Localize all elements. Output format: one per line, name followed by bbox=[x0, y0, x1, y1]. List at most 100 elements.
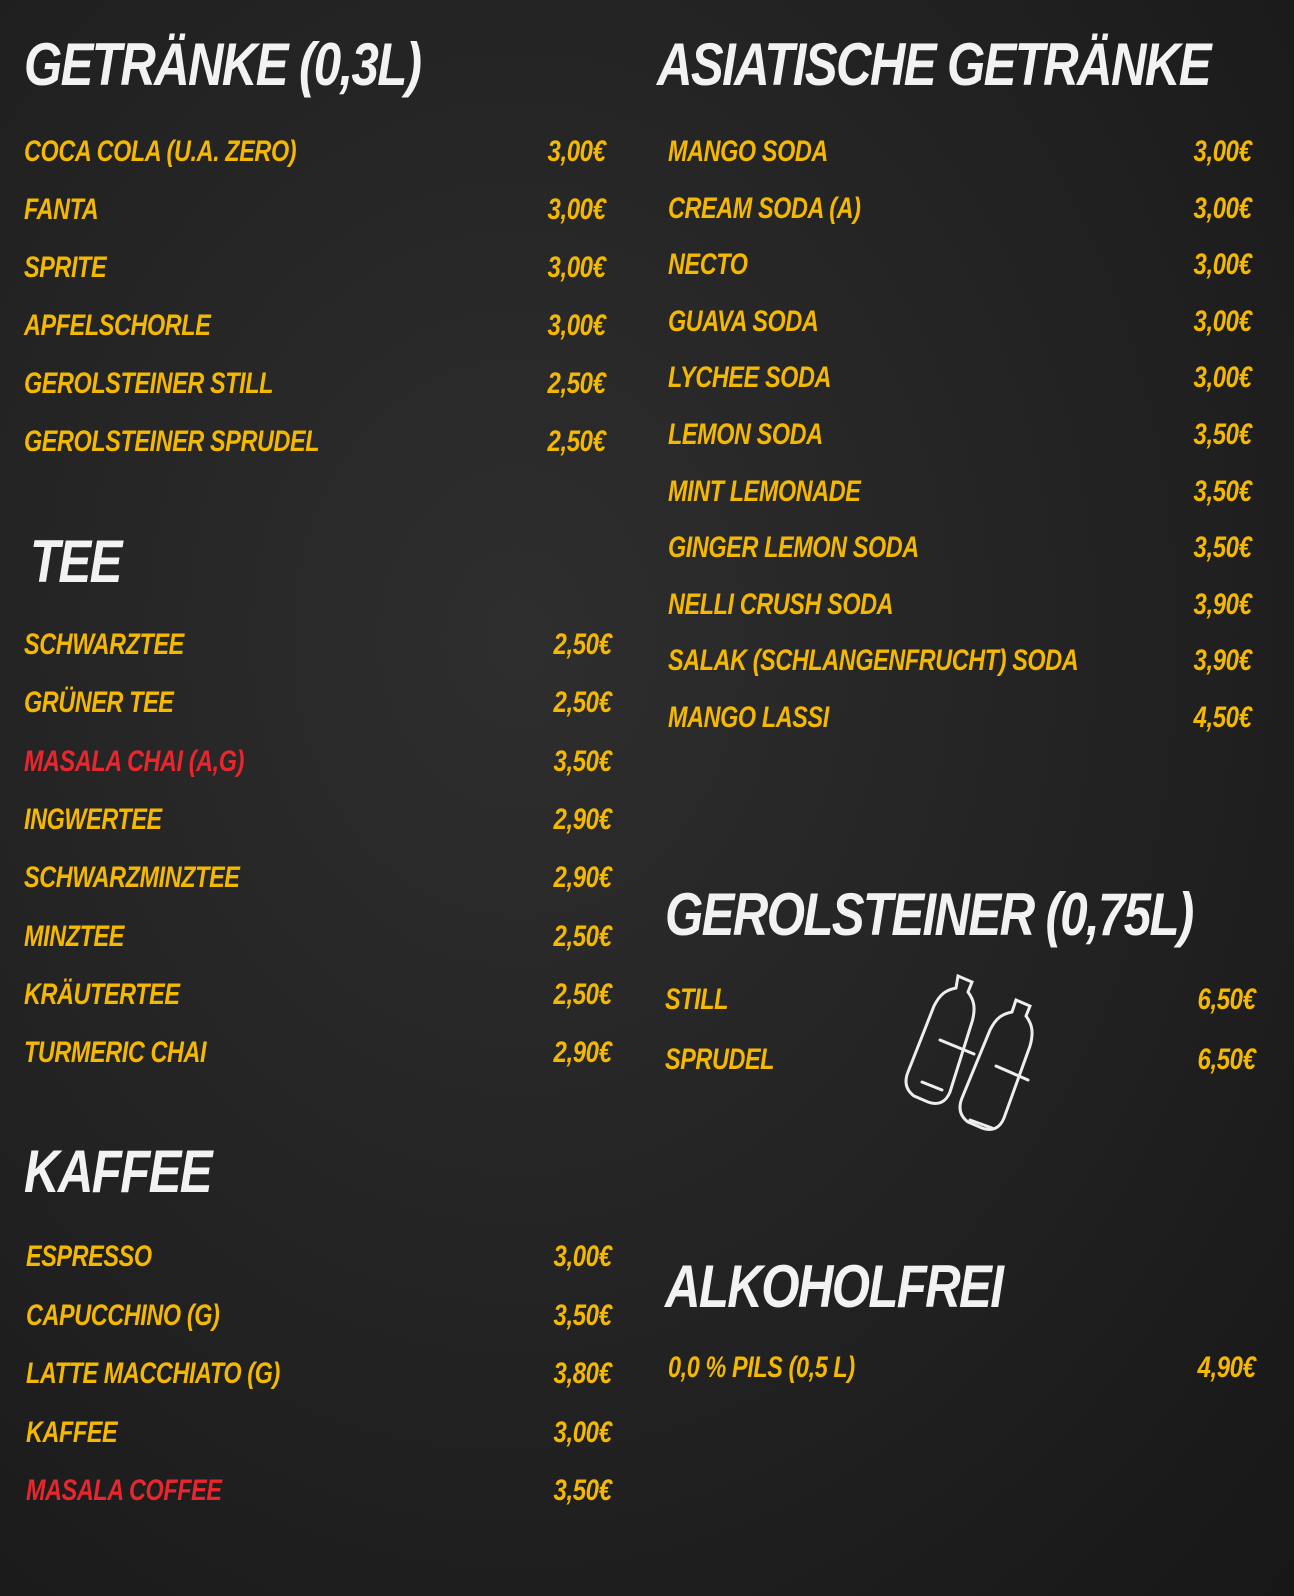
item-price: 3,90€ bbox=[1193, 587, 1252, 621]
item-name: SCHWARZMINZTEE bbox=[24, 861, 240, 895]
section-title: GETRÄNKE (0,3L) bbox=[24, 31, 422, 98]
menu-item: 0,0 % PILS (0,5 L) 4,90€ bbox=[668, 1350, 1256, 1386]
menu-item: INGWERTEE 2,90€ bbox=[24, 802, 612, 838]
item-price: 3,50€ bbox=[1193, 531, 1252, 565]
item-name: MASALA COFFEE bbox=[26, 1474, 222, 1507]
item-name: STILL bbox=[665, 983, 729, 1016]
item-name: GEROLSTEINER STILL bbox=[24, 367, 274, 400]
item-price: 2,50€ bbox=[553, 686, 612, 720]
menu-item: KRÄUTERTEE 2,50€ bbox=[24, 977, 612, 1013]
item-name: LATTE MACCHIATO (G) bbox=[26, 1357, 280, 1390]
item-price: 3,50€ bbox=[1193, 418, 1252, 451]
section-title: KAFFEE bbox=[24, 1138, 213, 1205]
section-title: ALKOHOLFREI bbox=[665, 1253, 1004, 1320]
item-name: MINZTEE bbox=[24, 919, 124, 953]
menu-item: GRÜNER TEE 2,50€ bbox=[24, 685, 612, 721]
item-name: FANTA bbox=[24, 193, 99, 226]
item-name: GRÜNER TEE bbox=[24, 686, 174, 720]
menu-item: CREAM SODA (A) 3,00€ bbox=[668, 191, 1252, 227]
bottles-illustration bbox=[904, 973, 1034, 1132]
item-name: LYCHEE SODA bbox=[668, 361, 831, 395]
item-name: KAFFEE bbox=[26, 1415, 118, 1449]
menu-item: MANGO SODA 3,00€ bbox=[668, 134, 1252, 170]
item-name: SPRUDEL bbox=[665, 1043, 775, 1076]
menu-item: MASALA CHAI (A,G) 3,50€ bbox=[24, 744, 612, 780]
section-title: TEE bbox=[30, 528, 122, 595]
item-price: 2,90€ bbox=[553, 802, 612, 836]
item-name: TURMERIC CHAI bbox=[24, 1036, 207, 1070]
item-price: 3,50€ bbox=[553, 1298, 612, 1332]
item-name: MASALA CHAI (A,G) bbox=[24, 744, 244, 778]
item-price: 3,50€ bbox=[1193, 474, 1252, 508]
item-price: 3,00€ bbox=[1193, 191, 1252, 225]
menu-item: MASALA COFFEE 3,50€ bbox=[26, 1473, 612, 1509]
menu-item: SCHWARZTEE 2,50€ bbox=[24, 627, 612, 663]
item-name: NELLI CRUSH SODA bbox=[668, 587, 894, 621]
menu-item: COCA COLA (U.A. ZERO) 3,00€ bbox=[24, 134, 606, 170]
menu-item: STILL 6,50€ bbox=[665, 982, 1256, 1018]
item-price: 3,00€ bbox=[553, 1240, 612, 1273]
menu-item: SPRUDEL 6,50€ bbox=[665, 1042, 1256, 1078]
section-title: ASIATISCHE GETRÄNKE bbox=[657, 31, 1212, 98]
item-price: 3,90€ bbox=[1193, 644, 1252, 678]
item-price: 3,50€ bbox=[553, 1474, 612, 1507]
item-price: 3,00€ bbox=[547, 251, 606, 284]
menu-item: MINZTEE 2,50€ bbox=[24, 919, 612, 955]
item-price: 6,50€ bbox=[1197, 1043, 1256, 1076]
item-price: 3,00€ bbox=[547, 135, 606, 168]
menu-item: MINT LEMONADE 3,50€ bbox=[668, 474, 1252, 510]
menu-item: NELLI CRUSH SODA 3,90€ bbox=[668, 587, 1252, 623]
item-name: KRÄUTERTEE bbox=[24, 977, 180, 1011]
menu-item: GEROLSTEINER STILL 2,50€ bbox=[24, 366, 606, 402]
section-title: GEROLSTEINER (0,75L) bbox=[665, 881, 1194, 948]
menu-item: SALAK (SCHLANGENFRUCHT) SODA 3,90€ bbox=[668, 643, 1252, 679]
item-price: 3,00€ bbox=[547, 309, 606, 342]
item-price: 6,50€ bbox=[1197, 983, 1256, 1016]
item-price: 3,00€ bbox=[1193, 361, 1252, 395]
item-name: COCA COLA (U.A. ZERO) bbox=[24, 135, 297, 168]
item-name: CREAM SODA (A) bbox=[668, 191, 861, 225]
item-name: ESPRESSO bbox=[26, 1240, 152, 1273]
menu-item: CAPUCCHINO (G) 3,50€ bbox=[26, 1298, 612, 1334]
menu-item: NECTO 3,00€ bbox=[668, 247, 1252, 283]
item-name: SPRITE bbox=[24, 251, 107, 284]
item-price: 2,50€ bbox=[553, 628, 612, 661]
menu-item: APFELSCHORLE 3,00€ bbox=[24, 308, 606, 344]
item-price: 2,50€ bbox=[547, 425, 606, 458]
item-name: CAPUCCHINO (G) bbox=[26, 1298, 220, 1332]
item-price: 3,00€ bbox=[1193, 304, 1252, 338]
item-price: 2,90€ bbox=[553, 861, 612, 895]
item-name: GEROLSTEINER SPRUDEL bbox=[24, 425, 320, 458]
item-name: GUAVA SODA bbox=[668, 304, 819, 338]
menu-item: LEMON SODA 3,50€ bbox=[668, 417, 1252, 453]
item-price: 4,90€ bbox=[1197, 1351, 1256, 1384]
item-name: MANGO SODA bbox=[668, 135, 828, 168]
item-name: SALAK (SCHLANGENFRUCHT) SODA bbox=[668, 644, 1079, 678]
menu-item: SPRITE 3,00€ bbox=[24, 250, 606, 286]
item-price: 3,00€ bbox=[547, 193, 606, 226]
item-name: GINGER LEMON SODA bbox=[668, 531, 919, 565]
item-name: APFELSCHORLE bbox=[24, 309, 211, 342]
menu-item: TURMERIC CHAI 2,90€ bbox=[24, 1035, 612, 1071]
menu-item: GINGER LEMON SODA 3,50€ bbox=[668, 530, 1252, 566]
item-price: 3,50€ bbox=[553, 744, 612, 778]
menu-item: GEROLSTEINER SPRUDEL 2,50€ bbox=[24, 424, 606, 460]
menu-item: LATTE MACCHIATO (G) 3,80€ bbox=[26, 1356, 612, 1392]
menu-item: ESPRESSO 3,00€ bbox=[26, 1239, 612, 1275]
item-price: 2,50€ bbox=[553, 977, 612, 1011]
item-name: SCHWARZTEE bbox=[24, 628, 184, 661]
item-name: 0,0 % PILS (0,5 L) bbox=[668, 1351, 855, 1384]
menu-item: MANGO LASSI 4,50€ bbox=[668, 700, 1252, 736]
item-price: 2,50€ bbox=[553, 919, 612, 953]
item-name: MANGO LASSI bbox=[668, 701, 829, 734]
item-name: INGWERTEE bbox=[24, 802, 162, 836]
menu-item: LYCHEE SODA 3,00€ bbox=[668, 360, 1252, 396]
item-price: 2,50€ bbox=[547, 367, 606, 400]
menu-item: FANTA 3,00€ bbox=[24, 192, 606, 228]
item-price: 3,00€ bbox=[553, 1415, 612, 1449]
menu-item: KAFFEE 3,00€ bbox=[26, 1415, 612, 1451]
item-name: MINT LEMONADE bbox=[668, 474, 861, 508]
item-price: 3,00€ bbox=[1193, 135, 1252, 168]
item-price: 4,50€ bbox=[1193, 701, 1252, 734]
